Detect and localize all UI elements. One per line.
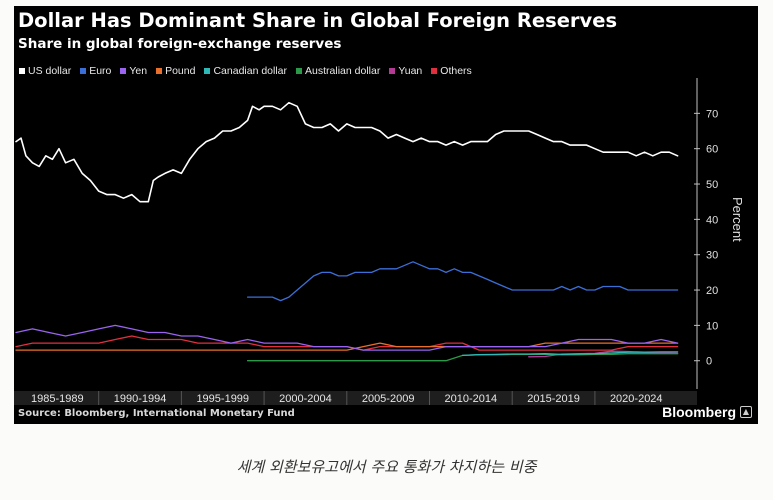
y-tick-label: 30 <box>706 250 718 262</box>
legend-label: Yuan <box>398 65 423 77</box>
x-tick-label: 2005-2009 <box>362 393 415 405</box>
plot-area: 0 10 20 30 40 50 60 70 Percent 1985-1989 1990-1994… <box>14 78 745 405</box>
series-line-canadian-dollar <box>461 351 679 357</box>
legend-item-yuan: Yuan <box>389 65 422 77</box>
y-tick-label: 20 <box>706 285 718 297</box>
chart-subtitle: Share in global foreign-exchange reserve… <box>18 36 342 52</box>
legend-item-yen: Yen <box>120 65 147 77</box>
y-tick-label: 0 <box>706 356 712 368</box>
legend: US dollar Euro Yen Pound Canadian dollar Aust… <box>19 65 472 77</box>
legend-label: US dollar <box>28 65 72 77</box>
legend-label: Yen <box>129 65 148 77</box>
chart-panel: Dollar Has Dominant Share in Global Fore… <box>14 6 758 424</box>
legend-label: Pound <box>165 65 196 77</box>
legend-swatch <box>156 68 163 74</box>
legend-item-australian-dollar: Australian dollar <box>296 65 380 77</box>
y-axis-title: Percent <box>730 197 745 242</box>
legend-swatch <box>296 68 303 74</box>
x-tick-label: 2020-2024 <box>610 393 663 405</box>
series-line-euro <box>246 261 679 302</box>
source-note: Source: Bloomberg, International Monetar… <box>18 408 295 419</box>
caption: 세계 외환보유고에서 주요 통화가 차지하는 비중 <box>236 458 537 476</box>
legend-item-canadian-dollar: Canadian dollar <box>204 65 287 77</box>
y-tick-label: 60 <box>706 144 718 156</box>
x-tick-label: 2000-2004 <box>279 393 332 405</box>
legend-label: Australian dollar <box>305 65 381 77</box>
legend-item-us-dollar: US dollar <box>19 65 71 77</box>
y-tick-label: 70 <box>706 108 718 120</box>
legend-swatch <box>389 68 396 74</box>
y-tick-label: 10 <box>706 320 718 332</box>
brand-name: Bloomberg <box>662 404 736 420</box>
legend-swatch <box>431 68 438 74</box>
brand-icon: ▲ <box>740 406 752 418</box>
y-tick-label: 40 <box>706 214 718 226</box>
series-line-pound <box>15 342 679 351</box>
legend-item-pound: Pound <box>156 65 195 77</box>
legend-swatch <box>204 68 211 74</box>
x-tick-label: 1995-1999 <box>196 393 249 405</box>
legend-item-euro: Euro <box>80 65 111 77</box>
x-tick-label: 1985-1989 <box>31 393 84 405</box>
x-tick-label: 1990-1994 <box>114 393 167 405</box>
legend-label: Euro <box>89 65 112 77</box>
y-tick-label: 50 <box>706 179 718 191</box>
brand-logo: Bloomberg ▲ <box>662 404 752 420</box>
legend-swatch <box>120 68 127 74</box>
x-tick-label: 2010-2014 <box>445 393 498 405</box>
legend-label: Others <box>440 65 472 77</box>
legend-swatch <box>19 68 25 74</box>
x-axis-band <box>14 391 697 405</box>
series-line-us-dollar <box>15 101 679 203</box>
x-tick-label: 2015-2019 <box>527 393 580 405</box>
chart-title: Dollar Has Dominant Share in Global Fore… <box>18 9 618 32</box>
legend-label: Canadian dollar <box>213 65 288 77</box>
series-line-yen <box>15 324 679 351</box>
legend-swatch <box>80 68 87 74</box>
legend-item-others: Others <box>431 65 472 77</box>
